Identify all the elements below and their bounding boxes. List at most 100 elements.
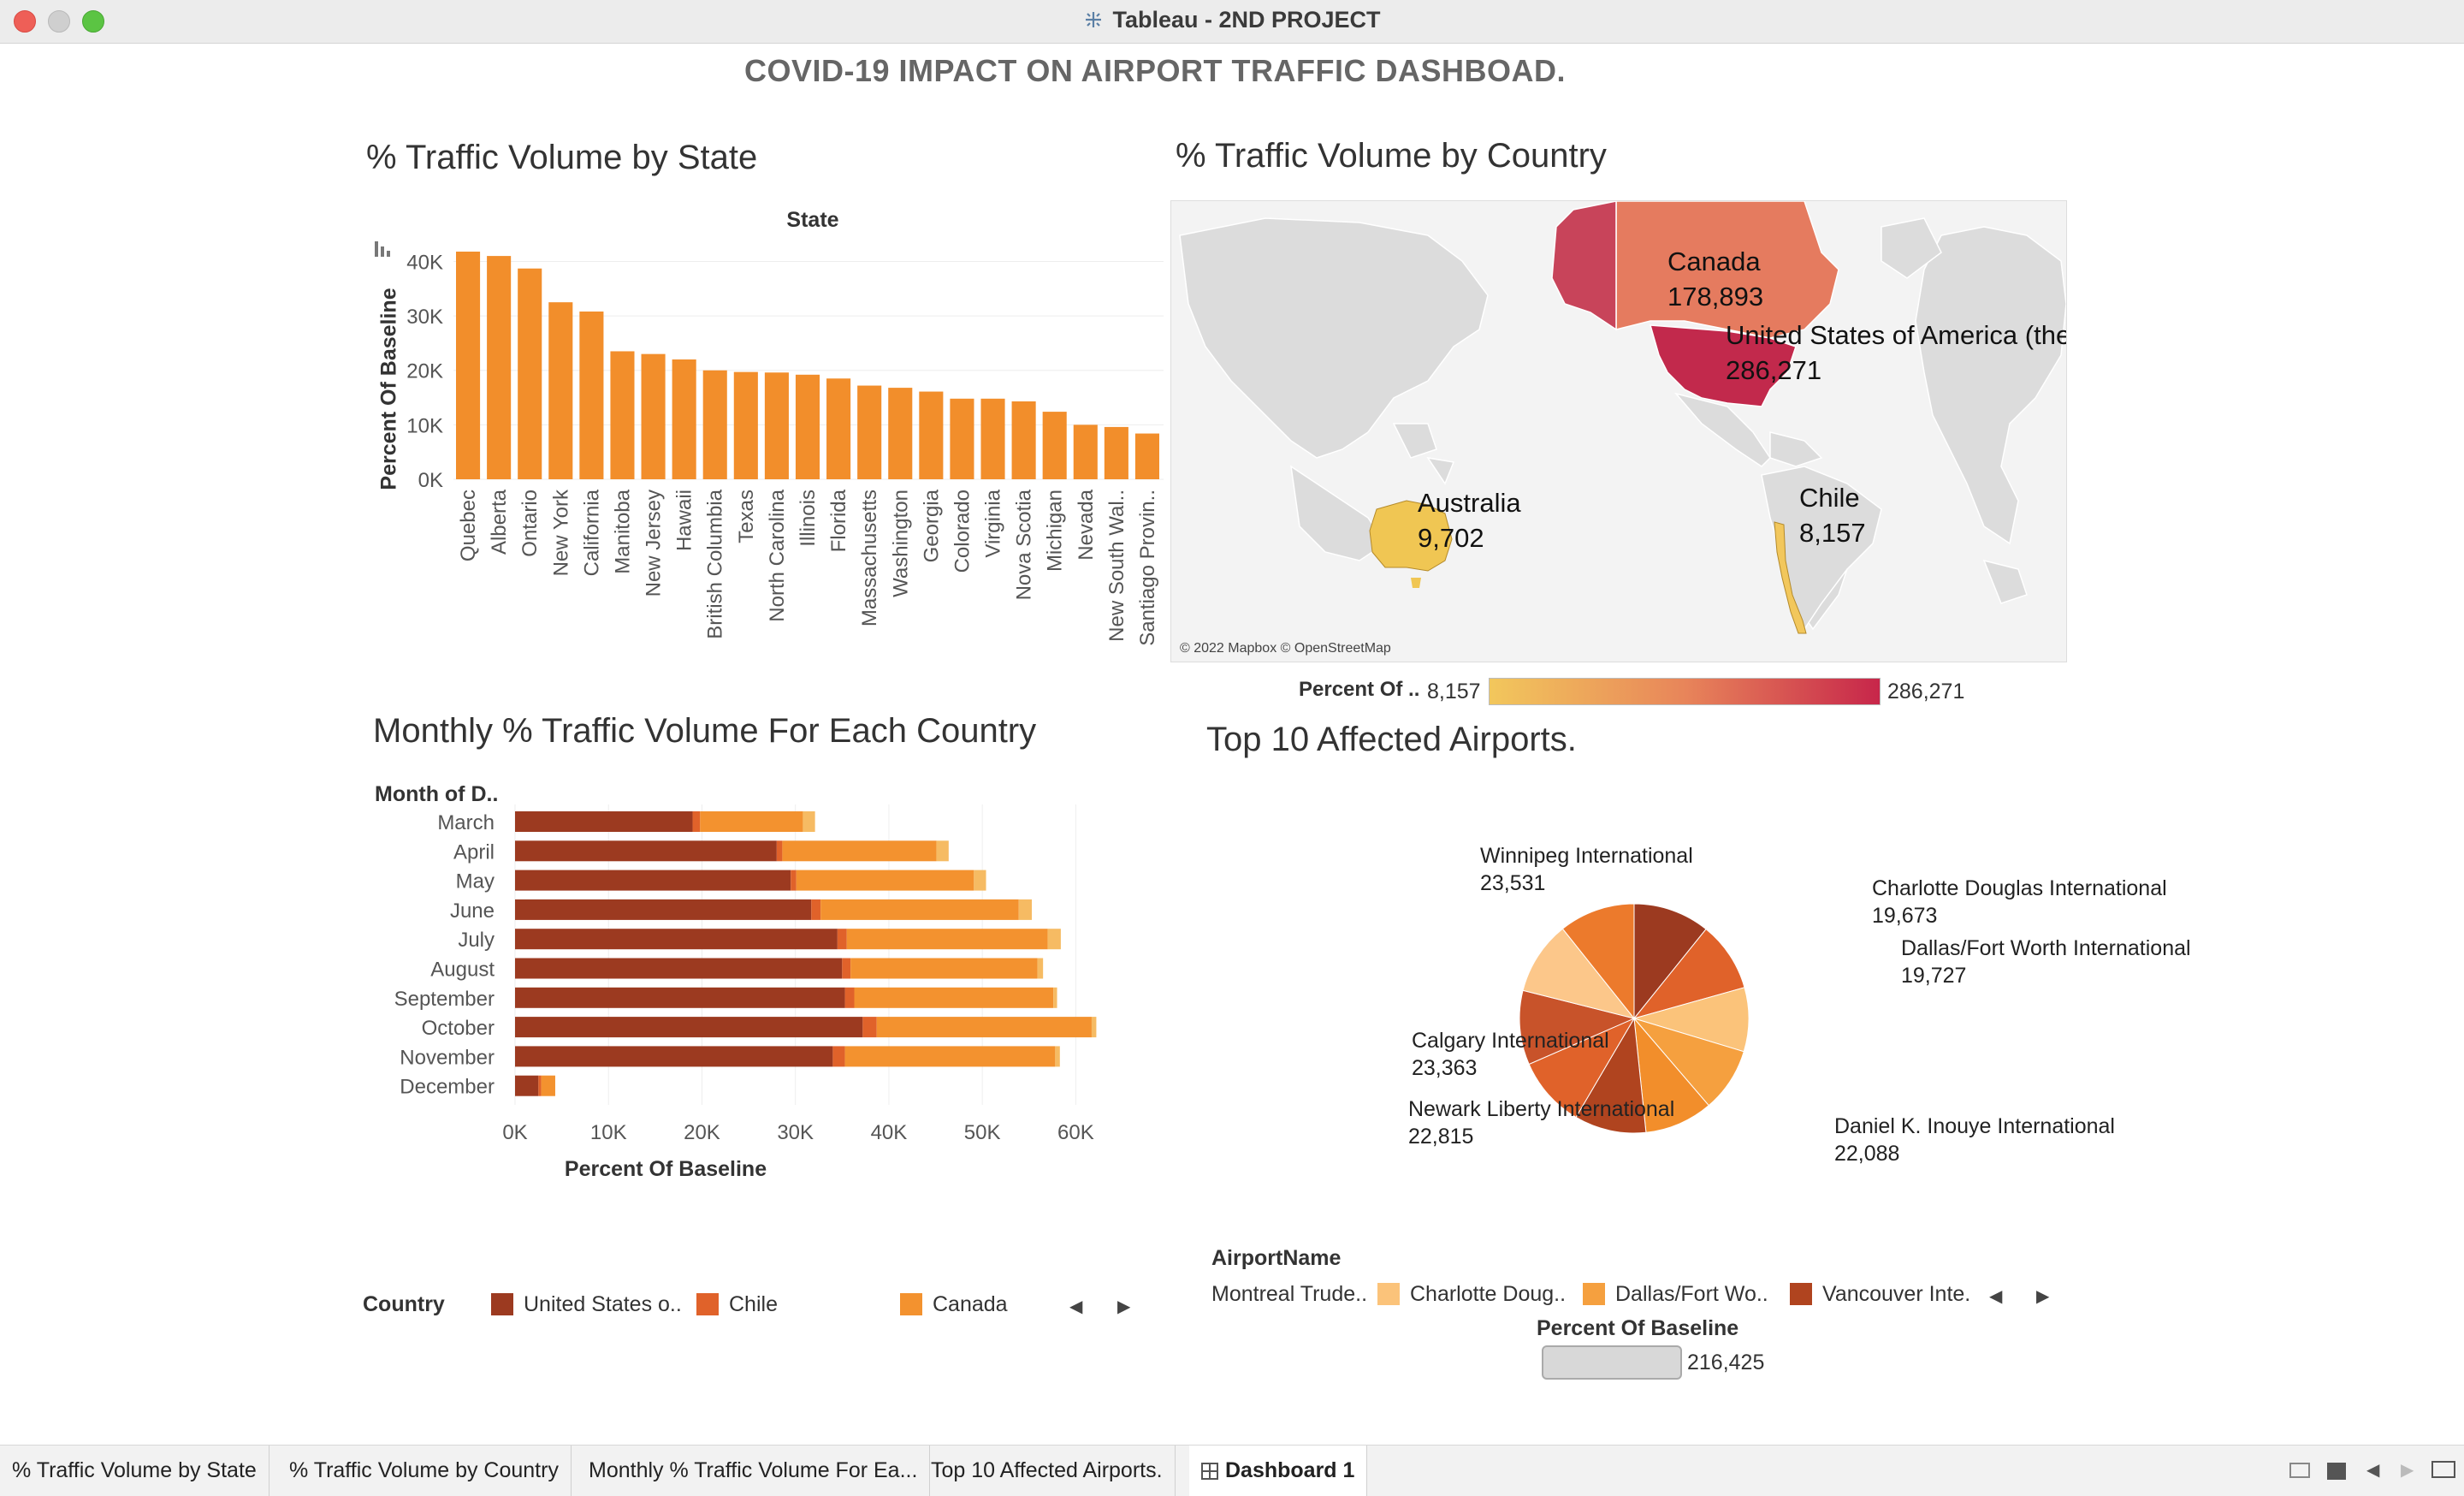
alaska-region[interactable] — [1551, 201, 1617, 331]
monthly-bar-segment[interactable] — [776, 840, 783, 862]
tab-monthly-traffic-volume[interactable]: Monthly % Traffic Volume For Ea... — [577, 1446, 931, 1496]
monthly-bar-segment[interactable] — [782, 840, 937, 862]
state-bar[interactable] — [487, 256, 512, 479]
tab-top-10-affected-airports[interactable]: Top 10 Affected Airports. — [919, 1446, 1176, 1496]
monthly-bar-segment[interactable] — [515, 929, 838, 950]
pie-slice[interactable] — [1561, 903, 1635, 1020]
monthly-bar-segment[interactable] — [846, 929, 1048, 950]
monthly-bar-segment[interactable] — [876, 1017, 1092, 1038]
sort-icon[interactable] — [375, 241, 392, 257]
monthly-bar-segment[interactable] — [515, 1017, 863, 1038]
monthly-bar-segment[interactable] — [515, 840, 777, 862]
monthly-bar-segment[interactable] — [811, 899, 821, 920]
pie-slice[interactable] — [1633, 903, 1707, 1020]
monthly-bar-segment[interactable] — [820, 899, 1019, 920]
monthly-bar-segment[interactable] — [515, 958, 843, 979]
pie-slice[interactable] — [1522, 928, 1636, 1019]
monthly-bar-segment[interactable] — [515, 811, 693, 832]
legend-item-dallas[interactable]: Dallas/Fort Wo.. — [1583, 1282, 1768, 1307]
pie-slice[interactable] — [1633, 1017, 1709, 1133]
monthly-bar-segment[interactable] — [541, 1075, 555, 1096]
state-bar[interactable] — [795, 374, 820, 479]
scroll-tabs-right-icon[interactable]: ▶ — [2401, 1461, 2414, 1480]
monthly-bar-segment[interactable] — [515, 870, 791, 891]
monthly-bar-segment[interactable] — [791, 870, 797, 891]
country-map[interactable]: Canada 178,893 United States of America (… — [1170, 200, 2067, 662]
state-bar[interactable] — [518, 268, 542, 479]
monthly-bar-segment[interactable] — [844, 1046, 1056, 1067]
minimize-window-icon[interactable] — [48, 10, 70, 33]
state-bar[interactable] — [1134, 433, 1159, 479]
monthly-bar-segment[interactable] — [974, 870, 986, 891]
state-bar[interactable] — [1104, 426, 1128, 479]
state-bar[interactable] — [888, 388, 913, 479]
usa-region[interactable] — [1649, 324, 1797, 407]
state-bar[interactable] — [641, 353, 666, 479]
monthly-bar-segment[interactable] — [1018, 899, 1033, 920]
monthly-bar-segment[interactable] — [803, 811, 815, 832]
monthly-bar-segment[interactable] — [515, 1075, 539, 1096]
state-bar[interactable] — [1011, 401, 1036, 479]
state-bar-chart[interactable]: 0K 10K 20K 30K 40K Quebec Alberta Ontario New Yo… — [394, 231, 1172, 672]
state-bar[interactable] — [980, 398, 1005, 479]
legend-prev-arrow[interactable]: ◀ — [1069, 1297, 1083, 1316]
state-bar[interactable] — [826, 378, 851, 479]
monthly-bar-segment[interactable] — [515, 899, 812, 920]
monthly-bar-segment[interactable] — [842, 958, 851, 979]
state-bar[interactable] — [672, 359, 696, 479]
airports-pie-chart[interactable] — [1506, 890, 1762, 1147]
chile-region[interactable] — [1774, 521, 1807, 634]
monthly-bar-segment[interactable] — [832, 1046, 845, 1067]
monthly-bar-segment[interactable] — [700, 811, 803, 832]
state-bar[interactable] — [610, 351, 635, 479]
state-bar[interactable] — [456, 252, 481, 479]
tab-traffic-volume-by-state[interactable]: % Traffic Volume by State — [0, 1446, 270, 1496]
monthly-bar-segment[interactable] — [796, 870, 974, 891]
pie-slice[interactable] — [1575, 1017, 1647, 1134]
monthly-bar-segment[interactable] — [538, 1075, 542, 1096]
filmstrip-view-icon[interactable] — [2289, 1463, 2310, 1478]
monthly-bar-segment[interactable] — [1037, 958, 1044, 979]
state-bar[interactable] — [548, 302, 573, 479]
legend-item-vancouver[interactable]: Vancouver Inte. — [1790, 1282, 1970, 1307]
monthly-bar-segment[interactable] — [862, 1017, 877, 1038]
monthly-bar-chart[interactable]: 0K 10K 20K 30K 40K 50K 60K March April May June Jul… — [368, 804, 1172, 1147]
state-bar[interactable] — [950, 398, 974, 479]
legend-item-montreal[interactable]: Montreal Trude.. — [1211, 1282, 1367, 1307]
tab-traffic-volume-by-country[interactable]: % Traffic Volume by Country — [277, 1446, 572, 1496]
maximize-window-icon[interactable] — [82, 10, 104, 33]
monthly-bar-segment[interactable] — [936, 840, 949, 862]
airport-legend-prev-arrow[interactable]: ◀ — [1989, 1287, 2003, 1306]
monthly-bar-segment[interactable] — [854, 987, 1054, 1008]
state-bar[interactable] — [1073, 424, 1098, 479]
monthly-bar-segment[interactable] — [1047, 929, 1061, 950]
canada-region[interactable] — [1615, 201, 1839, 339]
state-bar[interactable] — [702, 370, 727, 479]
state-bar[interactable] — [733, 371, 758, 479]
pie-slice[interactable] — [1519, 989, 1636, 1066]
pie-slice[interactable] — [1632, 928, 1745, 1019]
monthly-bar-segment[interactable] — [1053, 987, 1057, 1008]
monthly-bar-segment[interactable] — [1055, 1046, 1060, 1067]
monthly-bar-segment[interactable] — [515, 987, 845, 1008]
monthly-bar-segment[interactable] — [1091, 1017, 1097, 1038]
legend-item-canada[interactable]: Canada — [900, 1292, 1008, 1317]
monthly-bar-segment[interactable] — [850, 958, 1038, 979]
legend-next-arrow[interactable]: ▶ — [1117, 1297, 1131, 1316]
pie-slice[interactable] — [1528, 1017, 1636, 1119]
airport-legend-next-arrow[interactable]: ▶ — [2036, 1287, 2050, 1306]
state-bar[interactable] — [579, 312, 604, 479]
monthly-bar-segment[interactable] — [692, 811, 701, 832]
state-bar[interactable] — [919, 391, 944, 479]
close-window-icon[interactable] — [14, 10, 36, 33]
australia-region[interactable] — [1369, 500, 1453, 572]
tab-dashboard-1[interactable]: Dashboard 1 — [1189, 1446, 1368, 1496]
state-bar[interactable] — [764, 372, 789, 479]
legend-item-united-states[interactable]: United States o.. — [491, 1292, 682, 1317]
monthly-bar-segment[interactable] — [844, 987, 855, 1008]
state-bar[interactable] — [1042, 412, 1067, 479]
state-bar[interactable] — [857, 385, 882, 479]
scroll-tabs-left-icon[interactable]: ◀ — [2366, 1461, 2380, 1480]
monthly-bar-segment[interactable] — [515, 1046, 833, 1067]
presentation-mode-icon[interactable] — [2431, 1461, 2455, 1478]
